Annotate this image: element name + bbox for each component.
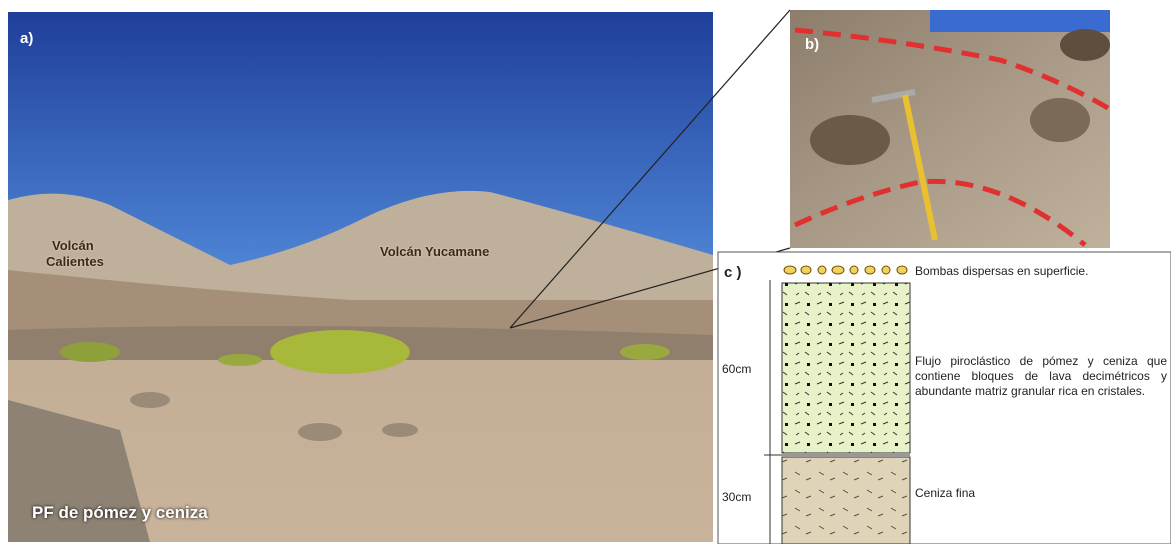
layer-description: Flujo piroclástico de pómez y ceniza que… — [915, 354, 1167, 399]
figure: a) Volcán Calientes Volcán Yucamane PF d… — [0, 0, 1171, 544]
annotation: Volcán — [52, 238, 94, 253]
photo-a — [8, 12, 713, 542]
layer-description: Bombas dispersas en superficie. — [915, 264, 1088, 278]
annotation: Volcán Yucamane — [380, 244, 489, 259]
layer-description: Ceniza fina — [915, 486, 975, 500]
panel-label: c ) — [724, 264, 742, 281]
photo-b — [790, 10, 1110, 248]
panel-label: b) — [805, 36, 819, 53]
layer-thickness: 30cm — [722, 490, 751, 504]
layer-thickness: 60cm — [722, 362, 751, 376]
panel-label: a) — [20, 30, 33, 47]
annotation: PF de pómez y ceniza — [32, 503, 208, 523]
annotation: Calientes — [46, 254, 104, 269]
